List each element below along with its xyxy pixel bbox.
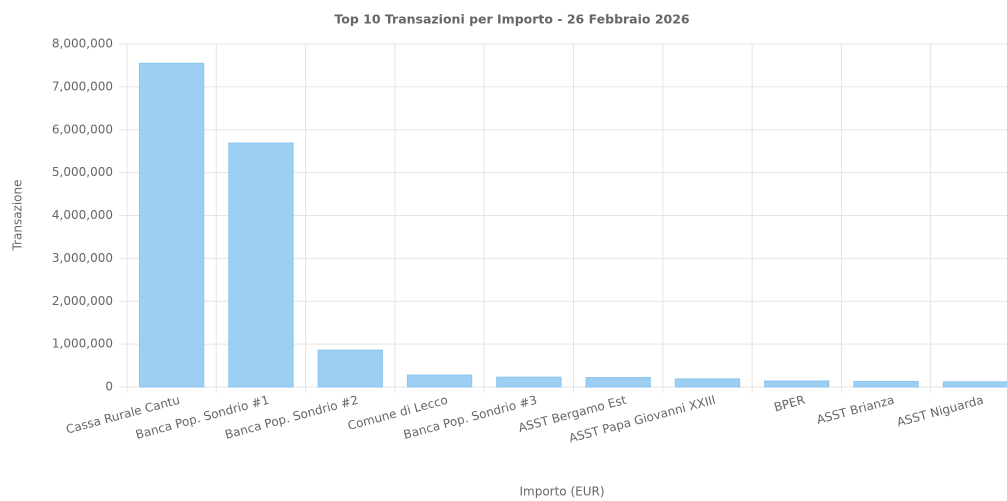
- bar: [228, 142, 294, 388]
- y-tick-label: 4,000,000: [52, 208, 113, 222]
- y-tick-label: 3,000,000: [52, 251, 113, 265]
- bar: [317, 349, 383, 388]
- x-tick-label: BPER: [772, 393, 806, 415]
- bar: [674, 378, 741, 388]
- y-tick-label: 2,000,000: [52, 294, 113, 308]
- x-tick-label: ASST Niguarda: [895, 393, 985, 430]
- bar: [496, 376, 562, 388]
- y-tick-label: 0: [105, 380, 113, 394]
- y-tick-label: 8,000,000: [52, 37, 113, 51]
- x-tick-label: ASST Brianza: [815, 393, 896, 427]
- bar: [764, 380, 830, 388]
- chart-title: Top 10 Transazioni per Importo - 26 Febb…: [334, 12, 690, 27]
- y-tick-label: 1,000,000: [52, 337, 113, 351]
- y-axis-title: Transazione: [11, 179, 25, 251]
- x-tick-label: ASST Papa Giovanni XXIII: [567, 393, 717, 446]
- y-tick-label: 7,000,000: [52, 79, 113, 93]
- bar: [585, 377, 651, 388]
- y-tick-label: 6,000,000: [52, 122, 113, 136]
- bar: [406, 374, 473, 388]
- bar: [139, 62, 205, 388]
- bar: [942, 381, 1007, 388]
- bar: [853, 380, 919, 388]
- y-tick-label: 5,000,000: [52, 165, 113, 179]
- x-axis-title: Importo (EUR): [519, 485, 604, 499]
